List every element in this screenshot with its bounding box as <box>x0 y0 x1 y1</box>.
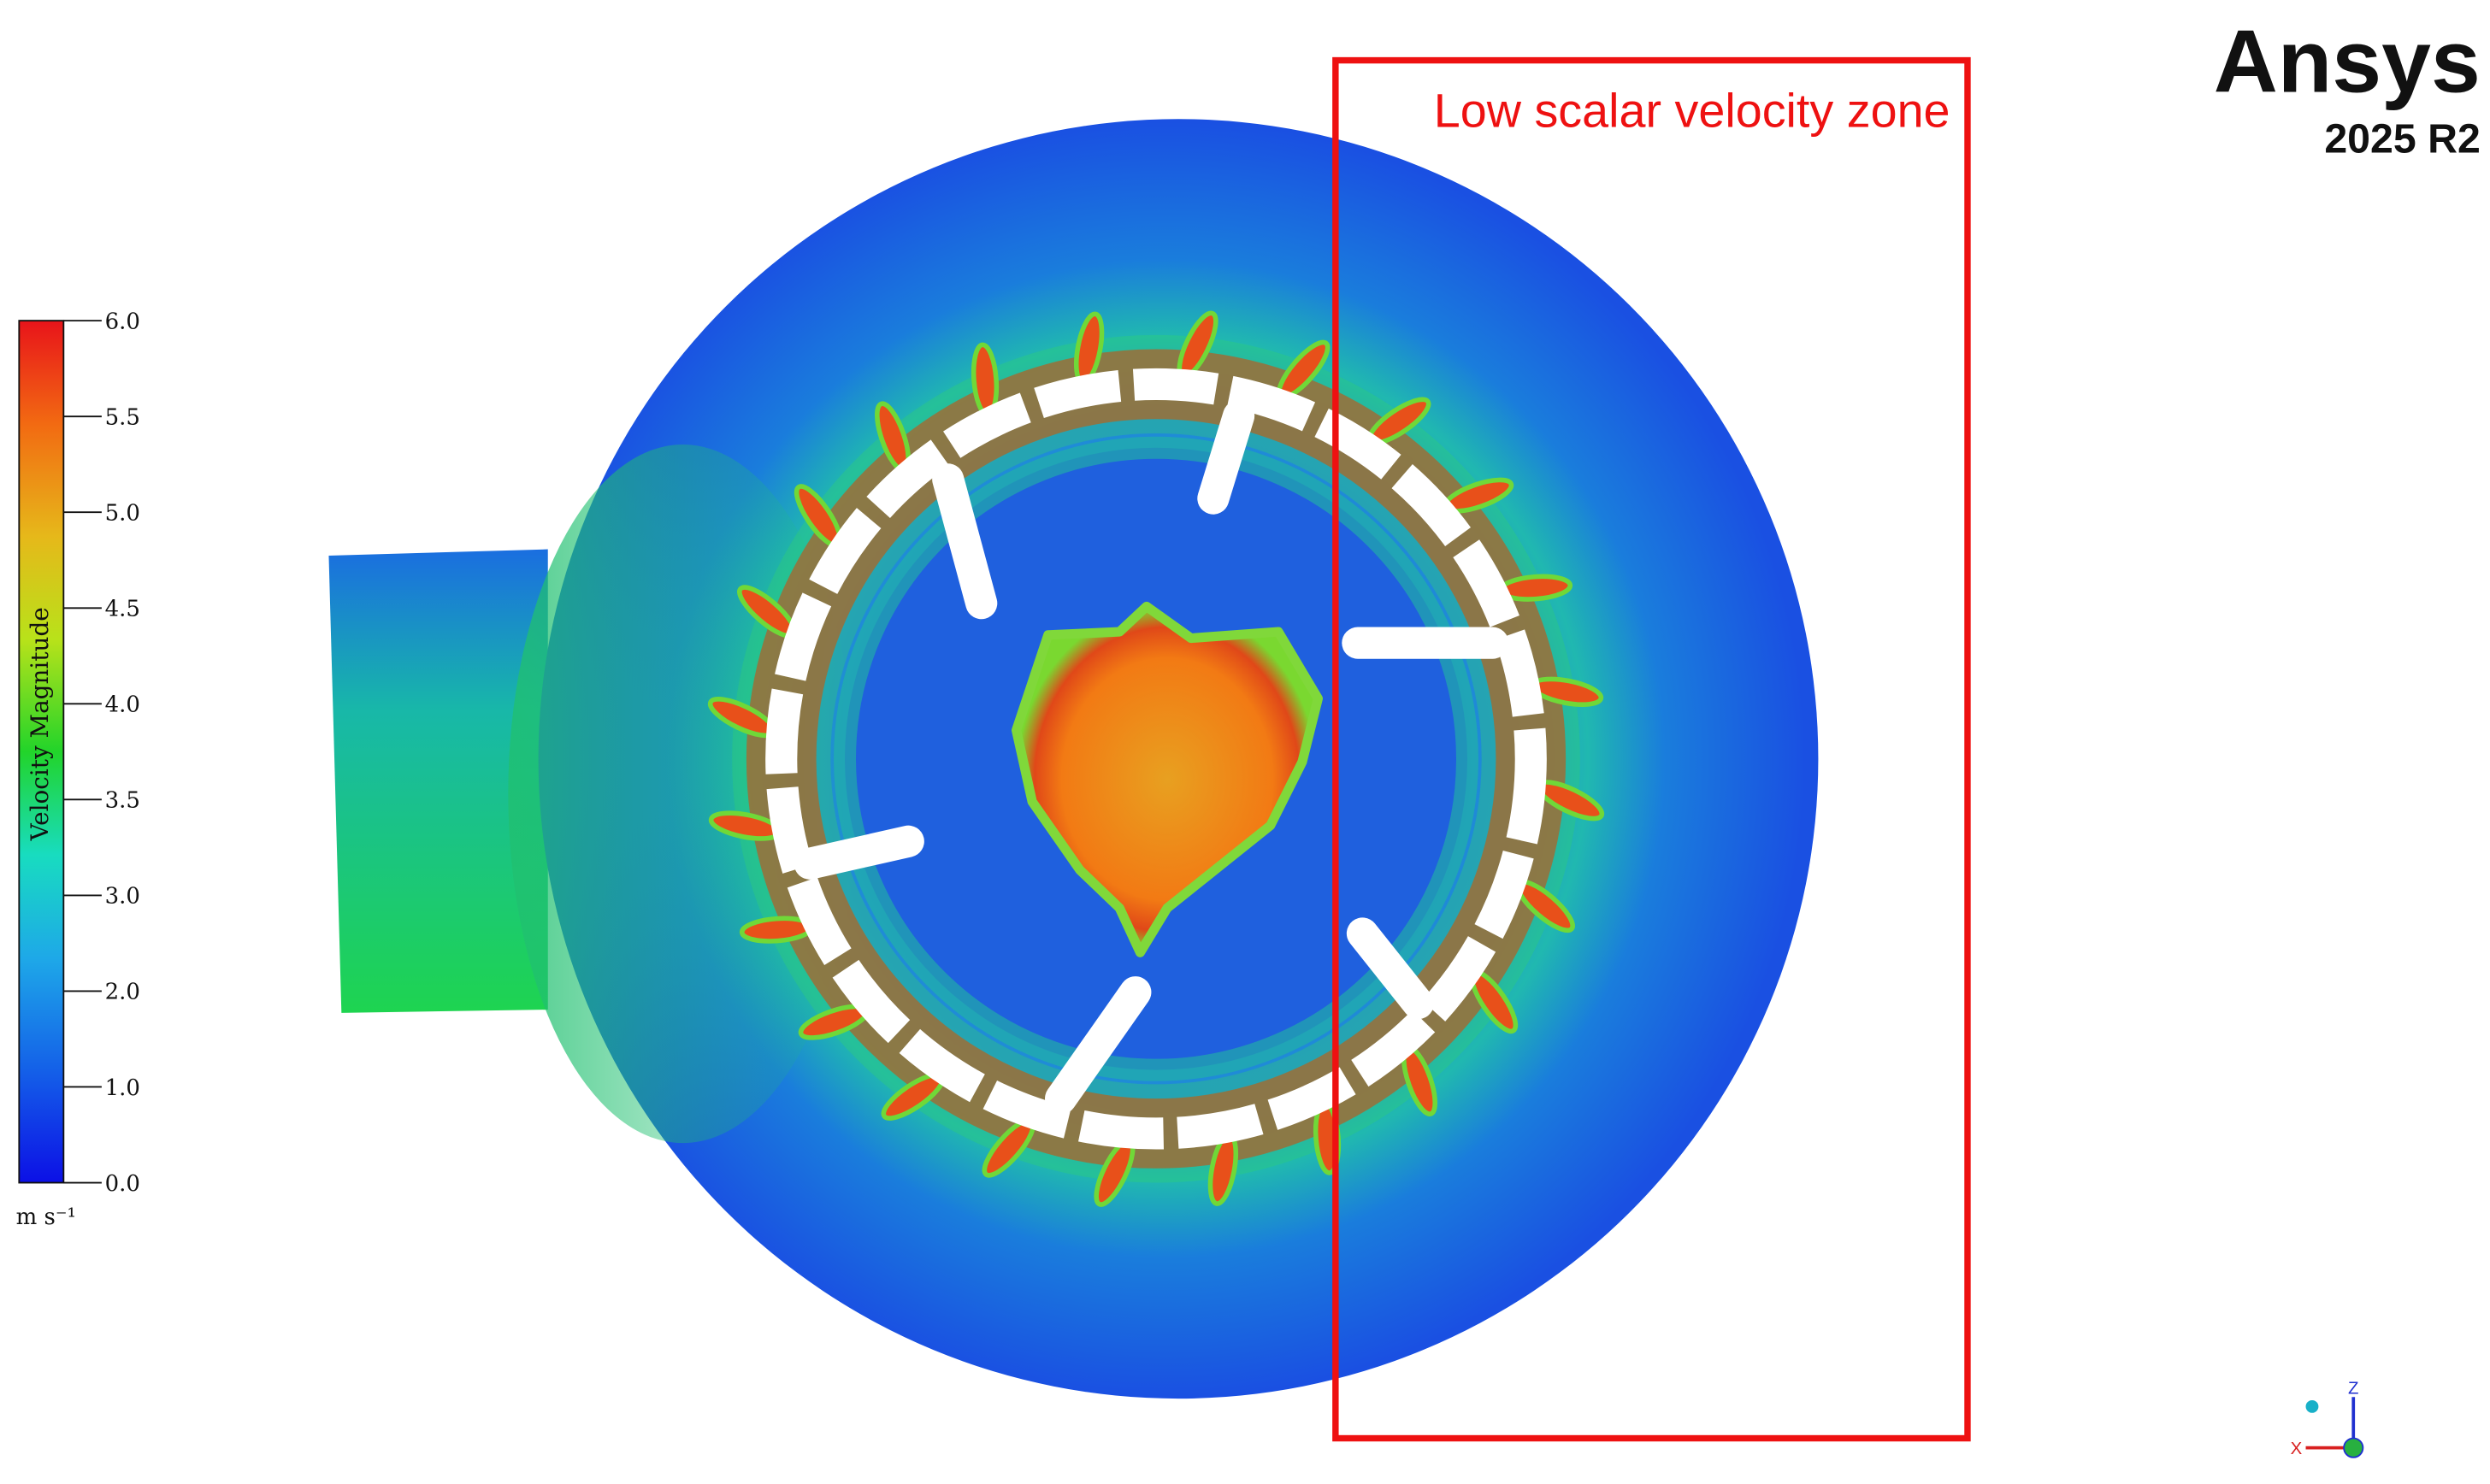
rotor-ring <box>765 368 1547 1150</box>
blades <box>794 399 1509 1115</box>
logo-version: 2025 R2 <box>2324 115 2480 162</box>
logo-brand: Ansys <box>2214 13 2481 112</box>
colorbar-tick-label: 5.5 <box>105 404 140 430</box>
colorbar-tick-label: 3.5 <box>105 788 140 814</box>
inner-halo <box>834 436 1478 1081</box>
blade <box>932 463 998 620</box>
axis-triad: Z X <box>2291 1380 2364 1458</box>
colorbar-tick-label: 2.0 <box>105 980 140 1005</box>
blade <box>1197 399 1255 515</box>
colorbar-tick-label: 5.0 <box>105 501 140 527</box>
colorbar-ticks: 6.0 5.5 5.0 4.5 4.0 3.5 3.0 2.0 1.0 0.0 <box>63 309 140 1197</box>
blade <box>1346 917 1434 1020</box>
high-velocity-core <box>1012 601 1323 957</box>
annotation-text: Low scalar velocity zone <box>1434 85 1950 138</box>
inlet-duct <box>328 549 548 1013</box>
colorbar-tick-label: 6.0 <box>105 309 140 334</box>
fins <box>707 310 1605 1207</box>
colorbar <box>18 320 65 1184</box>
triad-dot <box>2305 1399 2319 1413</box>
colorbar-tick-label: 0.0 <box>105 1171 140 1197</box>
triad-origin <box>2343 1437 2364 1458</box>
colorbar-tick-label: 4.5 <box>105 597 140 622</box>
blade <box>794 825 924 880</box>
colorbar-tick-label: 4.0 <box>105 692 140 718</box>
colorbar-title: Velocity Magnitude <box>26 607 54 841</box>
triad-x-label: X <box>2291 1440 2303 1458</box>
annotation-box <box>1332 56 1971 1442</box>
blade <box>1045 976 1152 1115</box>
colorbar-tick-label: 1.0 <box>105 1075 140 1101</box>
colorbar-tick-label: 3.0 <box>105 884 140 910</box>
triad-z-label: Z <box>2348 1380 2358 1399</box>
colorbar-unit: m s⁻¹ <box>16 1204 76 1230</box>
